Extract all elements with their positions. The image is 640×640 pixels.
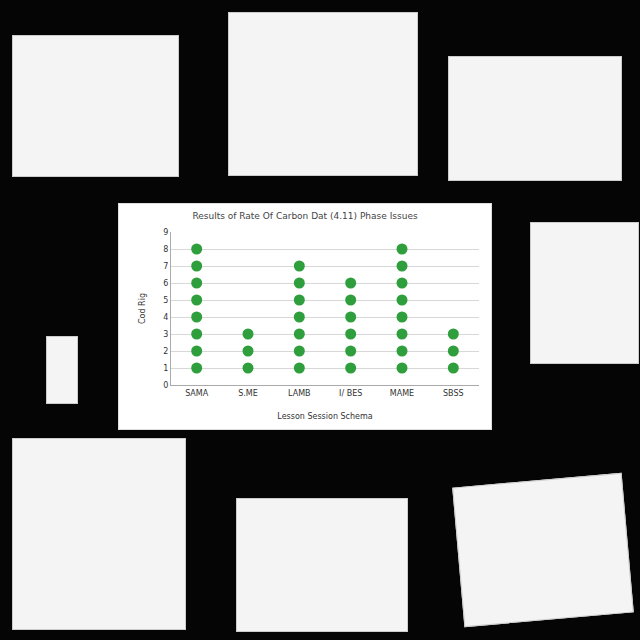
svg-text:SAMA: SAMA <box>185 389 209 398</box>
svg-text:LAMB: LAMB <box>288 389 311 398</box>
svg-text:Results of Rate Of Carbon Dat: Results of Rate Of Carbon Dat (4.11) Pha… <box>192 211 418 221</box>
svg-text:5: 5 <box>163 296 168 305</box>
svg-text:MAME: MAME <box>390 389 414 398</box>
svg-text:9: 9 <box>163 228 168 237</box>
svg-text:SBSS: SBSS <box>443 389 464 398</box>
svg-text:I/ BES: I/ BES <box>339 389 362 398</box>
svg-text:8: 8 <box>163 245 168 254</box>
svg-text:4: 4 <box>163 313 168 322</box>
svg-text:S.ME: S.ME <box>238 389 258 398</box>
svg-text:1: 1 <box>163 364 168 373</box>
svg-text:0: 0 <box>163 381 168 390</box>
svg-text:3: 3 <box>163 330 168 339</box>
svg-text:Lesson Session Schema: Lesson Session Schema <box>277 412 372 421</box>
svg-text:Cod Rig: Cod Rig <box>138 293 147 324</box>
svg-text:7: 7 <box>163 262 168 271</box>
svg-text:6: 6 <box>163 279 168 288</box>
svg-text:2: 2 <box>163 347 168 356</box>
